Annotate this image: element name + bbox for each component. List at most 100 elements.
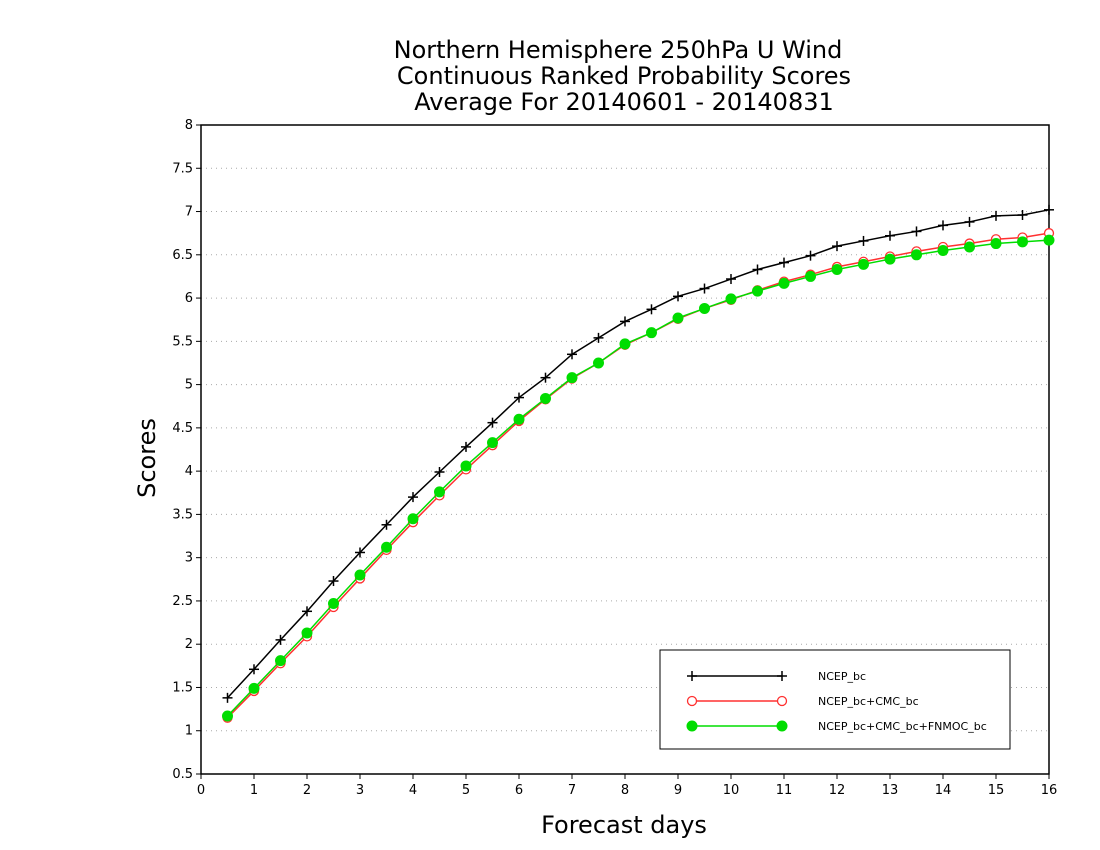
x-tick-label: 13 — [882, 783, 899, 798]
y-tick-label: 1.5 — [172, 680, 193, 695]
data-point — [805, 270, 816, 282]
data-point — [248, 682, 260, 694]
data-point — [778, 277, 790, 289]
data-point — [726, 274, 736, 285]
series-1 — [222, 204, 1054, 703]
series-3 — [222, 234, 1055, 722]
data-point — [461, 441, 471, 452]
y-tick-label: 5 — [185, 378, 193, 393]
legend-label: NCEP_bc+CMC_bc — [818, 695, 919, 708]
legend-label: NCEP_bc+CMC_bc+FNMOC_bc — [818, 720, 987, 733]
series-2 — [222, 228, 1055, 723]
x-tick-label: 2 — [303, 783, 311, 798]
x-tick-label: 5 — [462, 783, 470, 798]
data-point — [805, 250, 816, 261]
x-tick-label: 7 — [568, 783, 576, 798]
data-point — [858, 235, 869, 246]
series-line — [226, 232, 1050, 719]
data-point — [990, 238, 1002, 250]
y-tick-label: 1 — [185, 724, 193, 739]
data-point — [938, 220, 948, 231]
x-tick-label: 6 — [515, 783, 523, 798]
legend-marker — [686, 695, 698, 707]
data-point — [407, 513, 419, 525]
chart-title-line-1: Northern Hemisphere 250hPa U Wind — [394, 36, 843, 64]
data-point — [460, 460, 472, 472]
x-axis-label: Forecast days — [541, 811, 707, 839]
data-point — [249, 664, 259, 675]
y-tick-label: 3 — [185, 551, 193, 566]
x-tick-label: 4 — [409, 783, 417, 798]
y-tick-label: 2.5 — [172, 594, 193, 609]
y-tick-label: 4.5 — [172, 421, 193, 436]
data-point — [858, 258, 869, 270]
data-point — [619, 338, 631, 350]
x-tick-label: 3 — [356, 783, 364, 798]
data-point — [355, 547, 365, 558]
data-point — [354, 569, 366, 581]
data-point — [831, 264, 843, 276]
chart-title: Northern Hemisphere 250hPa U Wind Contin… — [394, 36, 851, 116]
x-tick-label: 15 — [988, 783, 1005, 798]
data-point — [964, 241, 975, 253]
data-point — [222, 710, 233, 722]
data-point — [937, 244, 949, 256]
y-tick-label: 2 — [185, 637, 193, 652]
legend-marker — [777, 671, 787, 681]
data-point — [434, 486, 445, 498]
data-point — [1043, 234, 1055, 246]
data-point — [408, 492, 418, 503]
data-point — [752, 264, 763, 275]
data-point — [964, 216, 975, 227]
x-tick-label: 14 — [935, 783, 952, 798]
data-point — [487, 437, 498, 449]
data-point — [514, 392, 524, 403]
chart-title-line-3: Average For 20140601 - 20140831 — [414, 88, 834, 116]
y-tick-label: 7 — [185, 205, 193, 220]
y-tick-label: 4 — [185, 464, 193, 479]
data-point — [885, 230, 895, 241]
data-point — [593, 357, 604, 369]
x-tick-label: 16 — [1041, 783, 1058, 798]
data-point — [381, 519, 392, 530]
chart-title-line-2: Continuous Ranked Probability Scores — [397, 62, 851, 90]
x-tick-label: 12 — [829, 783, 846, 798]
y-tick-label: 6.5 — [172, 248, 193, 263]
series-line — [226, 239, 1050, 717]
data-point — [567, 349, 577, 360]
data-point — [620, 316, 630, 327]
data-point — [646, 304, 657, 315]
data-point — [513, 413, 525, 425]
gridlines — [201, 167, 1049, 732]
legend-label: NCEP_bc — [818, 670, 866, 683]
data-point — [911, 249, 922, 261]
y-tick-label: 7.5 — [172, 161, 193, 176]
y-tick-label: 6 — [185, 291, 193, 306]
data-point — [593, 332, 604, 343]
data-point — [884, 253, 896, 265]
data-point — [381, 541, 392, 553]
legend-box — [659, 649, 1011, 750]
data-point — [222, 692, 233, 703]
data-point — [275, 655, 286, 667]
data-point — [487, 417, 498, 428]
data-point — [1017, 209, 1028, 220]
series-line — [226, 209, 1050, 699]
data-point — [672, 312, 684, 324]
data-point — [752, 285, 763, 297]
data-point — [275, 634, 286, 645]
data-point — [646, 327, 657, 339]
y-tick-label: 0.5 — [172, 767, 193, 782]
data-point — [699, 283, 710, 294]
y-tick-label: 3.5 — [172, 507, 193, 522]
x-tick-label: 10 — [723, 783, 740, 798]
x-tick-label: 9 — [674, 783, 682, 798]
x-tick-label: 1 — [250, 783, 258, 798]
data-point — [699, 302, 710, 314]
data-point — [779, 257, 789, 268]
data-point — [328, 576, 339, 587]
legend-marker — [776, 695, 788, 707]
y-axis-label: Scores — [133, 418, 161, 498]
data-point — [673, 291, 683, 302]
